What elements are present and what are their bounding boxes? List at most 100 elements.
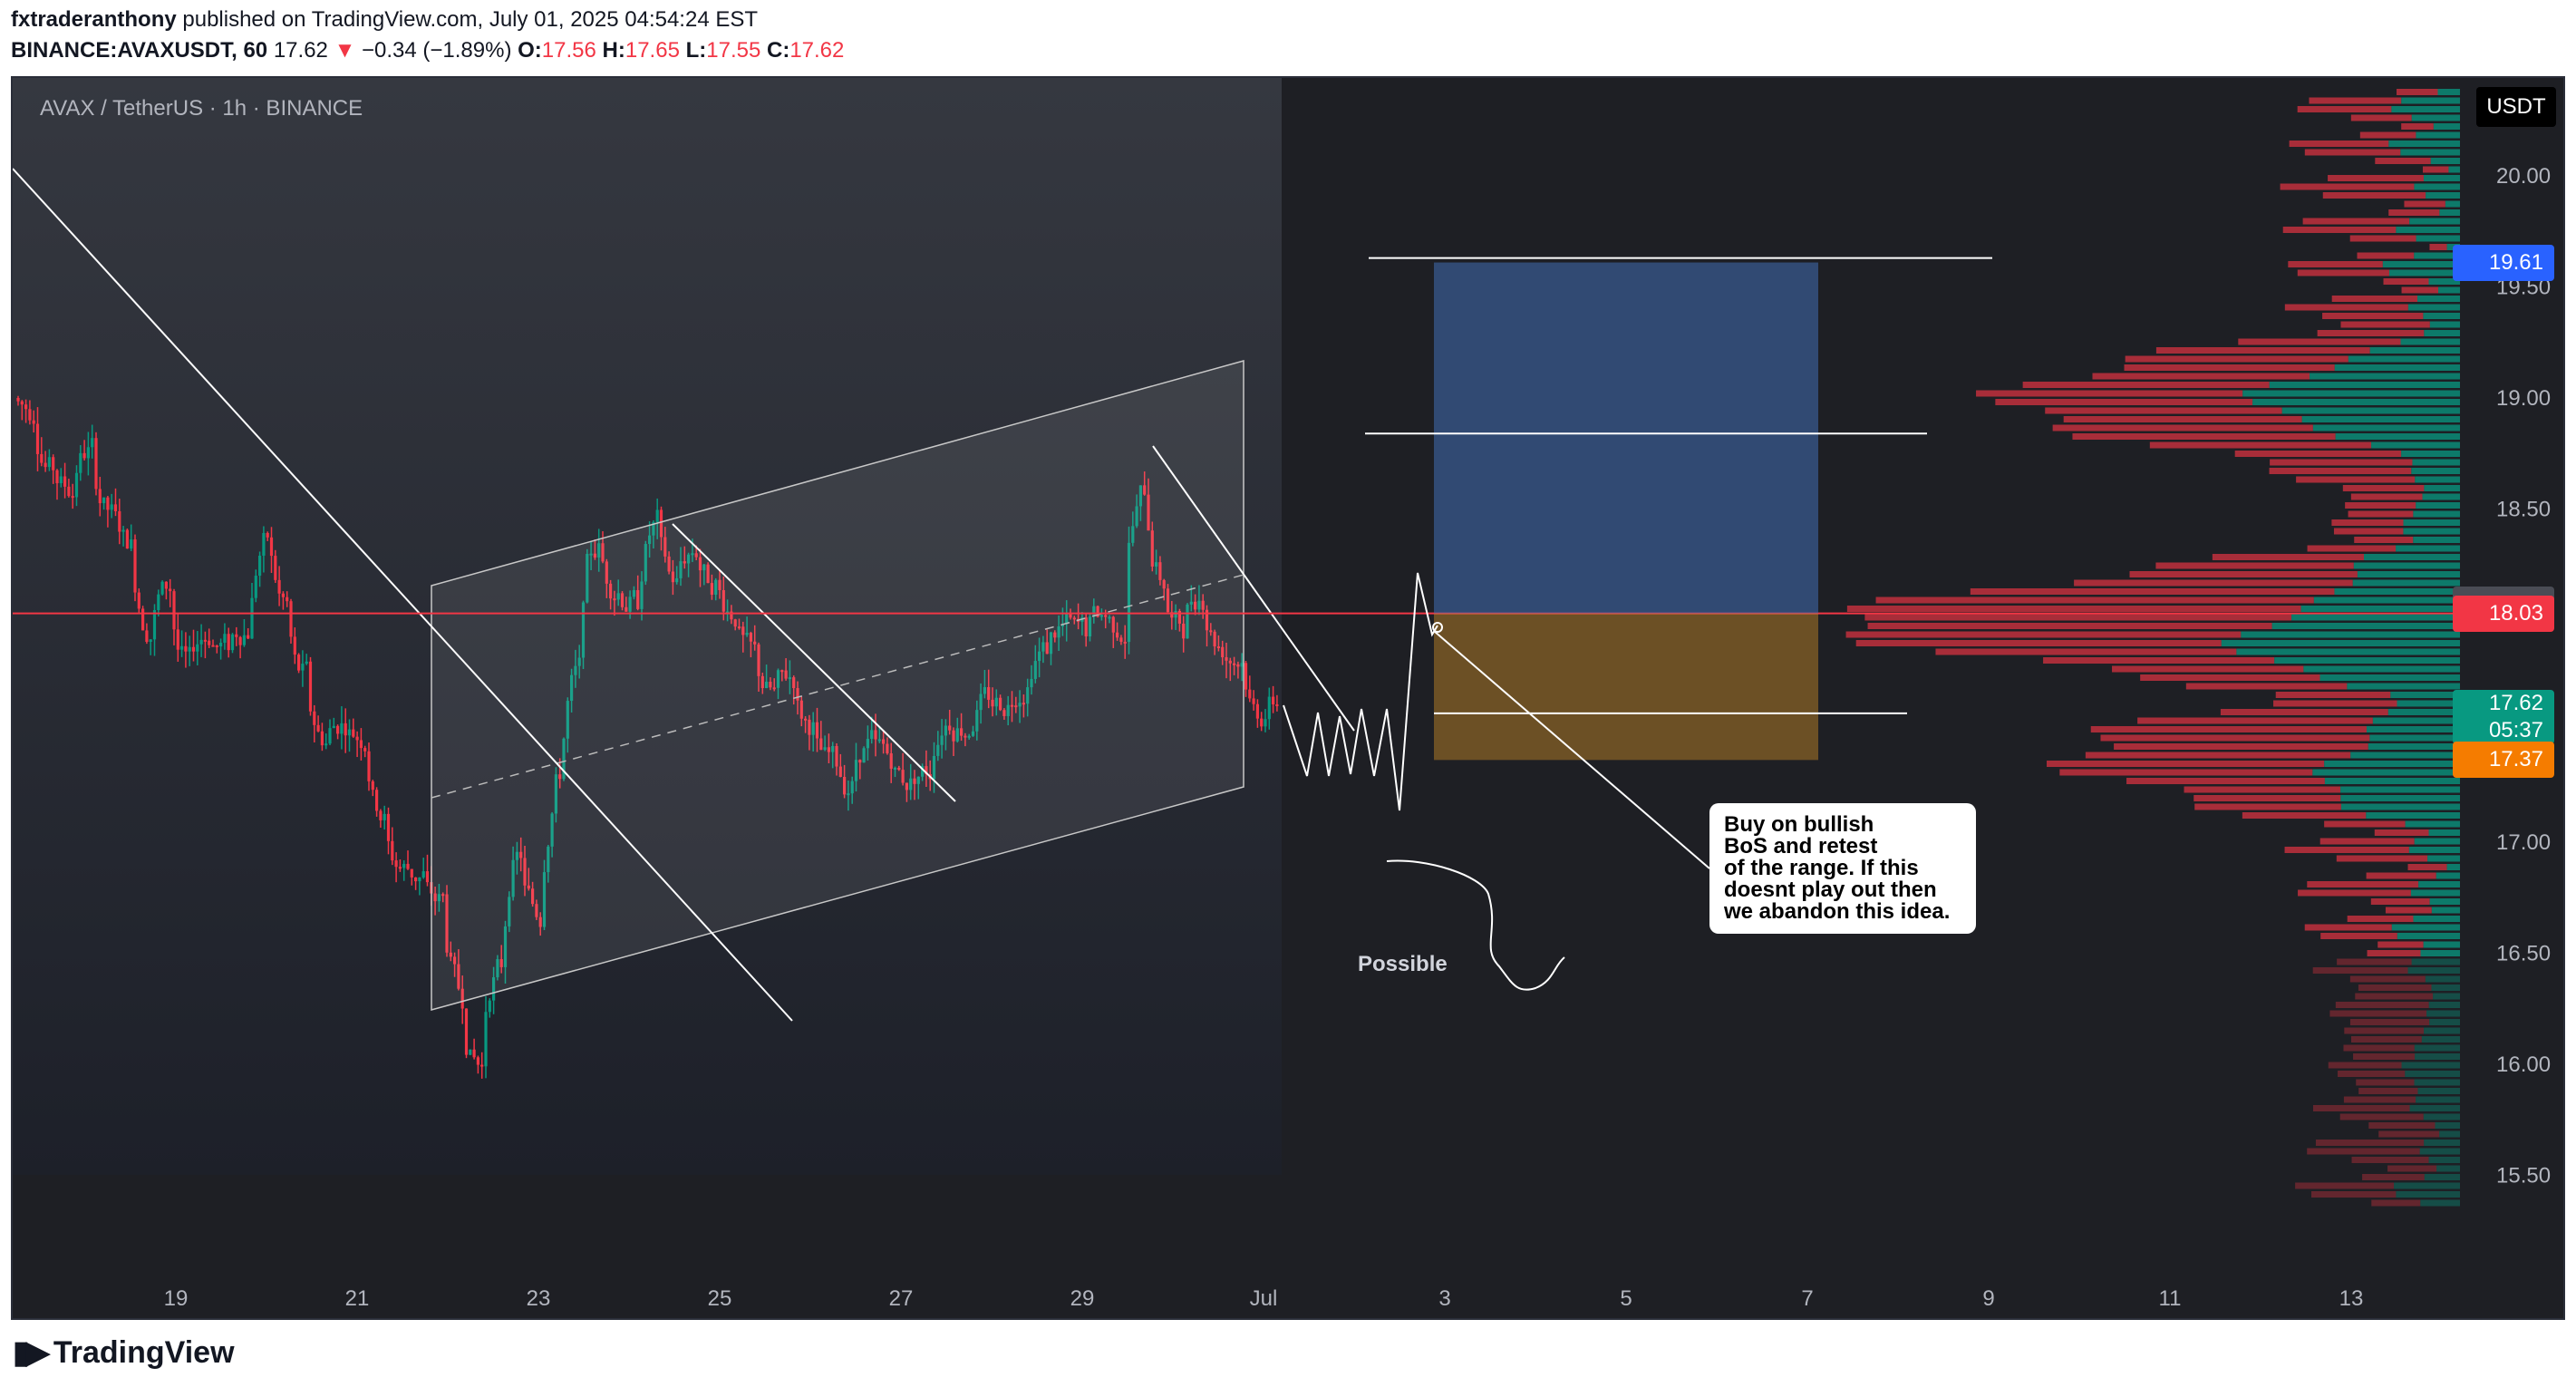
candle-body — [925, 766, 928, 775]
candle-body — [527, 885, 530, 889]
x-tick-label: 9 — [1982, 1286, 1994, 1311]
vp-bar-sell — [2370, 898, 2430, 905]
vp-bar-sell — [2092, 373, 2310, 380]
candle-body — [1209, 630, 1213, 633]
price-chart[interactable]: 20.0019.5019.0018.5018.0017.5017.0016.50… — [13, 78, 2563, 1318]
candle-body — [644, 544, 647, 582]
candle-body — [796, 688, 799, 701]
vp-bar-buy — [2414, 183, 2460, 190]
vp-bar-sell — [2354, 537, 2414, 543]
vp-bar-buy — [2401, 97, 2460, 104]
candle-body — [227, 634, 230, 651]
vp-bar-buy — [2429, 898, 2460, 905]
candle-body — [141, 608, 145, 631]
vp-bar-buy — [2391, 106, 2460, 112]
vp-bar-buy — [2371, 441, 2460, 449]
x-tick-label: 13 — [2339, 1286, 2364, 1311]
candle-body — [1264, 719, 1267, 727]
candle-body — [308, 661, 313, 712]
candle-body — [1096, 606, 1099, 617]
countdown-label: 05:37 — [2488, 718, 2543, 743]
candle-body — [620, 593, 625, 607]
author[interactable]: fxtraderanthony — [11, 7, 177, 32]
candle-body — [301, 664, 305, 671]
y-tick-label: 20.00 — [2496, 164, 2551, 189]
vp-bar-buy — [2410, 889, 2460, 897]
vp-bar-buy — [2408, 847, 2460, 853]
candle-body — [94, 438, 98, 490]
vp-bar-sell — [2348, 510, 2414, 518]
candle-body — [130, 539, 133, 549]
vp-bar-sell — [2359, 131, 2416, 139]
candle-body — [788, 677, 791, 680]
possible-path — [1386, 859, 1565, 991]
candle-body — [157, 594, 160, 611]
vp-bar-buy — [2401, 1062, 2460, 1069]
candle-body — [1244, 663, 1248, 690]
candle-body — [733, 619, 737, 627]
note-pointer — [1433, 630, 1710, 869]
y-tick-label: 15.50 — [2496, 1164, 2551, 1188]
candle-body — [960, 728, 964, 736]
candle-body — [320, 731, 324, 746]
vp-bar-buy — [2357, 571, 2460, 577]
candle-body — [819, 738, 823, 751]
currency-button[interactable]: USDT — [2476, 87, 2556, 127]
candle-body — [757, 644, 760, 676]
candle-body — [1272, 696, 1275, 705]
drawings — [13, 168, 2460, 1022]
vp-bar-buy — [2407, 304, 2460, 311]
vp-bar-buy — [2425, 975, 2460, 983]
candle-body — [137, 592, 140, 609]
vp-bar-sell — [2242, 812, 2367, 819]
vp-bar-sell — [1935, 648, 2237, 655]
candle-body — [1197, 600, 1201, 610]
candle-body — [113, 504, 118, 511]
vp-bar-sell — [2367, 950, 2421, 956]
vp-bar-sell — [1976, 390, 2243, 397]
candle-body — [503, 926, 508, 967]
vp-bar-sell — [2288, 261, 2383, 267]
candle-body — [932, 755, 936, 780]
candle-body — [347, 729, 352, 736]
chart-frame[interactable]: 20.0019.5019.0018.5018.0017.5017.0016.50… — [11, 76, 2565, 1320]
vp-bar-buy — [2415, 476, 2460, 483]
vp-bar-buy — [2269, 382, 2460, 388]
tradingview-logo[interactable]: ▮▶ TradingView — [13, 1334, 235, 1371]
candle-body — [667, 556, 671, 572]
candle-body — [215, 645, 218, 647]
vp-bar-sell — [2307, 545, 2397, 552]
vp-bar-sell — [2322, 313, 2424, 319]
vp-bar-buy — [2366, 726, 2460, 732]
vp-bar-sell — [2125, 355, 2348, 363]
vp-bar-sell — [2311, 1191, 2397, 1198]
vp-bar-buy — [2428, 278, 2460, 285]
vp-bar-sell — [2335, 1002, 2429, 1008]
candle-body — [531, 888, 535, 905]
candle-body — [67, 486, 71, 497]
vp-bar-buy — [2312, 769, 2460, 776]
candle-body — [698, 557, 702, 571]
vp-bar-buy — [2300, 606, 2460, 612]
price-tag-label: 19.61 — [2488, 249, 2543, 275]
candle-body — [586, 553, 589, 603]
candle-body — [1135, 506, 1138, 527]
vp-bar-sell — [2309, 97, 2402, 104]
candle-body — [344, 723, 347, 736]
candle-body — [1026, 687, 1030, 704]
candle-body — [258, 555, 262, 577]
candle-body — [16, 398, 20, 402]
candle-body — [1182, 623, 1186, 639]
price-tag-label: 17.62 — [2488, 691, 2543, 716]
high-value: 17.65 — [625, 38, 680, 63]
candle-body — [1099, 615, 1103, 617]
candle-body — [418, 877, 421, 882]
candle-body — [745, 633, 749, 635]
vp-bar-buy — [2424, 1027, 2460, 1034]
vp-bar-sell — [2149, 441, 2372, 449]
vp-bar-sell — [2320, 933, 2397, 939]
candle-body — [804, 718, 808, 721]
candle-body — [1108, 616, 1111, 619]
y-tick-label: 18.50 — [2496, 498, 2551, 522]
candle-body — [375, 790, 379, 811]
